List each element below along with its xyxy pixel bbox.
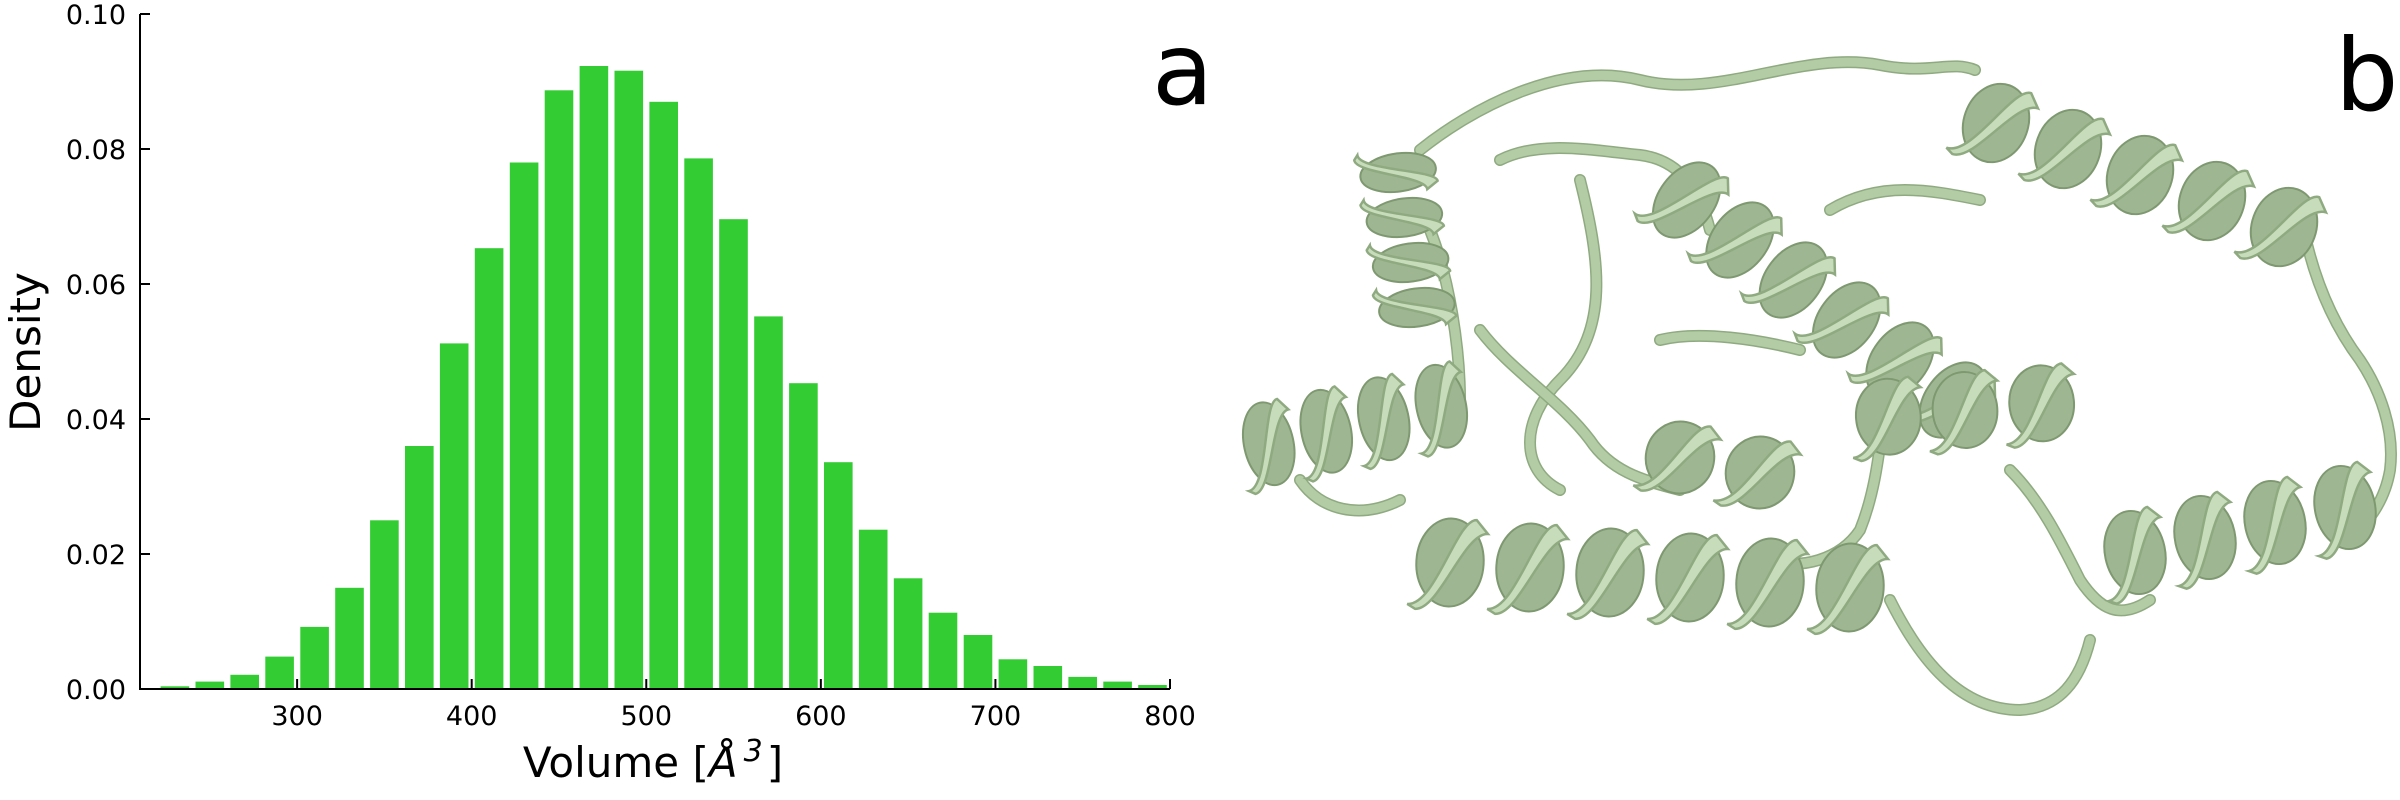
- helix-turn-front: [1359, 196, 1446, 237]
- histogram-bar: [370, 520, 399, 690]
- helix-turn-front: [1359, 372, 1406, 471]
- histogram-bar: [544, 90, 574, 690]
- histogram-bar: [893, 578, 923, 689]
- helix-turn-front: [2233, 195, 2329, 260]
- y-tick-label: 0.00: [66, 675, 126, 706]
- histogram-bar: [1033, 666, 1063, 689]
- helix-turn-front: [1417, 360, 1464, 458]
- x-tick-label: 600: [795, 701, 847, 732]
- histogram-bar: [265, 656, 294, 689]
- protein-coils: [1294, 56, 2397, 717]
- helix-turn-front: [1632, 425, 1724, 492]
- helix-turn-front: [1486, 523, 1571, 616]
- helix-turn-front: [1632, 176, 1730, 225]
- y-tick-label: 0.08: [66, 135, 126, 166]
- histogram-bar: [719, 219, 748, 689]
- helix-turn-front: [1845, 336, 1943, 385]
- panel-label-a: a: [1152, 11, 1213, 128]
- y-axis-title: Density: [1, 272, 50, 432]
- helix-turn-front: [1712, 440, 1804, 507]
- helix-turn-front: [1806, 543, 1891, 636]
- helix-turn-front: [2161, 169, 2257, 234]
- histogram-bar: [1103, 681, 1132, 689]
- panel-label-b: b: [2335, 17, 2398, 134]
- helix-turn-front: [1566, 528, 1651, 621]
- helix-turn-front: [1792, 296, 1890, 345]
- y-tick-label: 0.04: [66, 405, 126, 436]
- histogram-bar: [858, 529, 888, 689]
- helix-turn-front: [1738, 256, 1837, 305]
- helix-turn-front: [1852, 375, 1924, 463]
- histogram-bar: [160, 686, 190, 689]
- histogram-bar: [579, 66, 609, 689]
- helix-turn-front: [1406, 518, 1491, 611]
- histogram-bar: [300, 626, 329, 689]
- protein-structure-image: b: [1242, 17, 2398, 717]
- protein-helices: [1242, 82, 2377, 636]
- helix-turn-front: [1371, 286, 1458, 327]
- histogram-bar: [230, 674, 259, 689]
- x-tick-label: 700: [970, 701, 1022, 732]
- helix-turn-front: [2174, 490, 2234, 590]
- helix-turn-front: [2104, 505, 2164, 605]
- helix-turn-front: [2017, 117, 2113, 182]
- helix-turn-front: [1685, 216, 1783, 265]
- helix-turn-front: [1365, 241, 1452, 282]
- helix-turn-front: [2244, 475, 2304, 575]
- histogram-bar: [1068, 676, 1097, 689]
- histogram-bar: [754, 316, 783, 689]
- x-tick-label: 300: [271, 701, 323, 732]
- histogram-bar: [474, 248, 504, 689]
- histogram-bars: [160, 66, 1167, 690]
- histogram-bar: [509, 162, 539, 689]
- x-ticks: 300 400 500 600 700 800: [271, 679, 1196, 732]
- histogram-bar: [684, 158, 713, 689]
- y-tick-label: 0.06: [66, 270, 126, 301]
- helix-turn-front: [1352, 151, 1439, 192]
- histogram-bar: [928, 612, 958, 689]
- x-tick-label: 800: [1144, 701, 1196, 732]
- histogram-bar: [335, 587, 364, 690]
- histogram-bar: [195, 681, 225, 689]
- y-tick-label: 0.02: [66, 540, 126, 571]
- helix-turn-front: [1929, 368, 2001, 456]
- helix-turn-front: [1726, 538, 1811, 631]
- helix-turn-front: [1244, 397, 1291, 496]
- y-tick-label: 0.10: [66, 0, 126, 31]
- histogram-bar: [649, 101, 678, 690]
- y-ticks: 0.00 0.02 0.04 0.06 0.08 0.10: [66, 0, 150, 706]
- helix-turn-front: [1302, 385, 1349, 483]
- histogram-bar: [789, 383, 818, 689]
- helix-turn-front: [1646, 533, 1731, 626]
- histogram-bar: [405, 446, 434, 689]
- histogram-bar: [1138, 685, 1167, 689]
- helix-turn-front: [2006, 362, 2077, 449]
- histogram-bar: [614, 70, 644, 689]
- histogram-bar: [998, 659, 1028, 689]
- helix-turn-front: [1945, 91, 2041, 156]
- axes: [139, 14, 1170, 690]
- helix-turn-front: [2089, 143, 2185, 208]
- x-tick-label: 500: [620, 701, 672, 732]
- x-axis-title: Volume [Å 3]: [523, 734, 783, 787]
- x-tick-label: 400: [446, 701, 498, 732]
- histogram-bar: [824, 462, 853, 689]
- histogram-panel: 0.00 0.02 0.04 0.06 0.08 0.10 300 400 500 600 700…: [1, 0, 1213, 787]
- histogram-bar: [439, 343, 469, 689]
- helix-turn-front: [2314, 460, 2374, 560]
- histogram-bar: [963, 635, 993, 689]
